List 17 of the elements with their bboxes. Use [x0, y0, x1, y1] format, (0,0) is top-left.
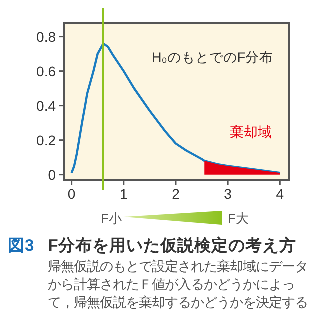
y-tick-label: 0.6 [36, 63, 56, 80]
line-series [70, 42, 282, 174]
y-tick-label: 0.4 [36, 98, 56, 114]
annotation: H₀のもとでのF分布 [152, 50, 274, 65]
y-tick-label: 0.8 [36, 28, 56, 45]
text: F大 [228, 211, 249, 226]
series-label: 棄却域 [230, 124, 272, 140]
text: 図3 F分布を用いた仮説検定の考え方 [8, 237, 298, 255]
x-tick-label: 1 [120, 186, 128, 202]
x-tick-label: 4 [276, 186, 284, 202]
x-tick-label: 3 [224, 186, 232, 202]
x-tick-label: 2 [172, 186, 180, 202]
text: 帰無仮説のもとで設定された棄却域にデータから計算されたＦ値が入るかどうかによって，帰無仮説を棄却するかどうかを決定する [48, 258, 309, 312]
y-tick-label: 0.2 [36, 132, 56, 148]
text: F小 [101, 211, 122, 226]
x-tick-label: 0 [68, 186, 76, 202]
y-tick-label: 0 [48, 166, 56, 183]
